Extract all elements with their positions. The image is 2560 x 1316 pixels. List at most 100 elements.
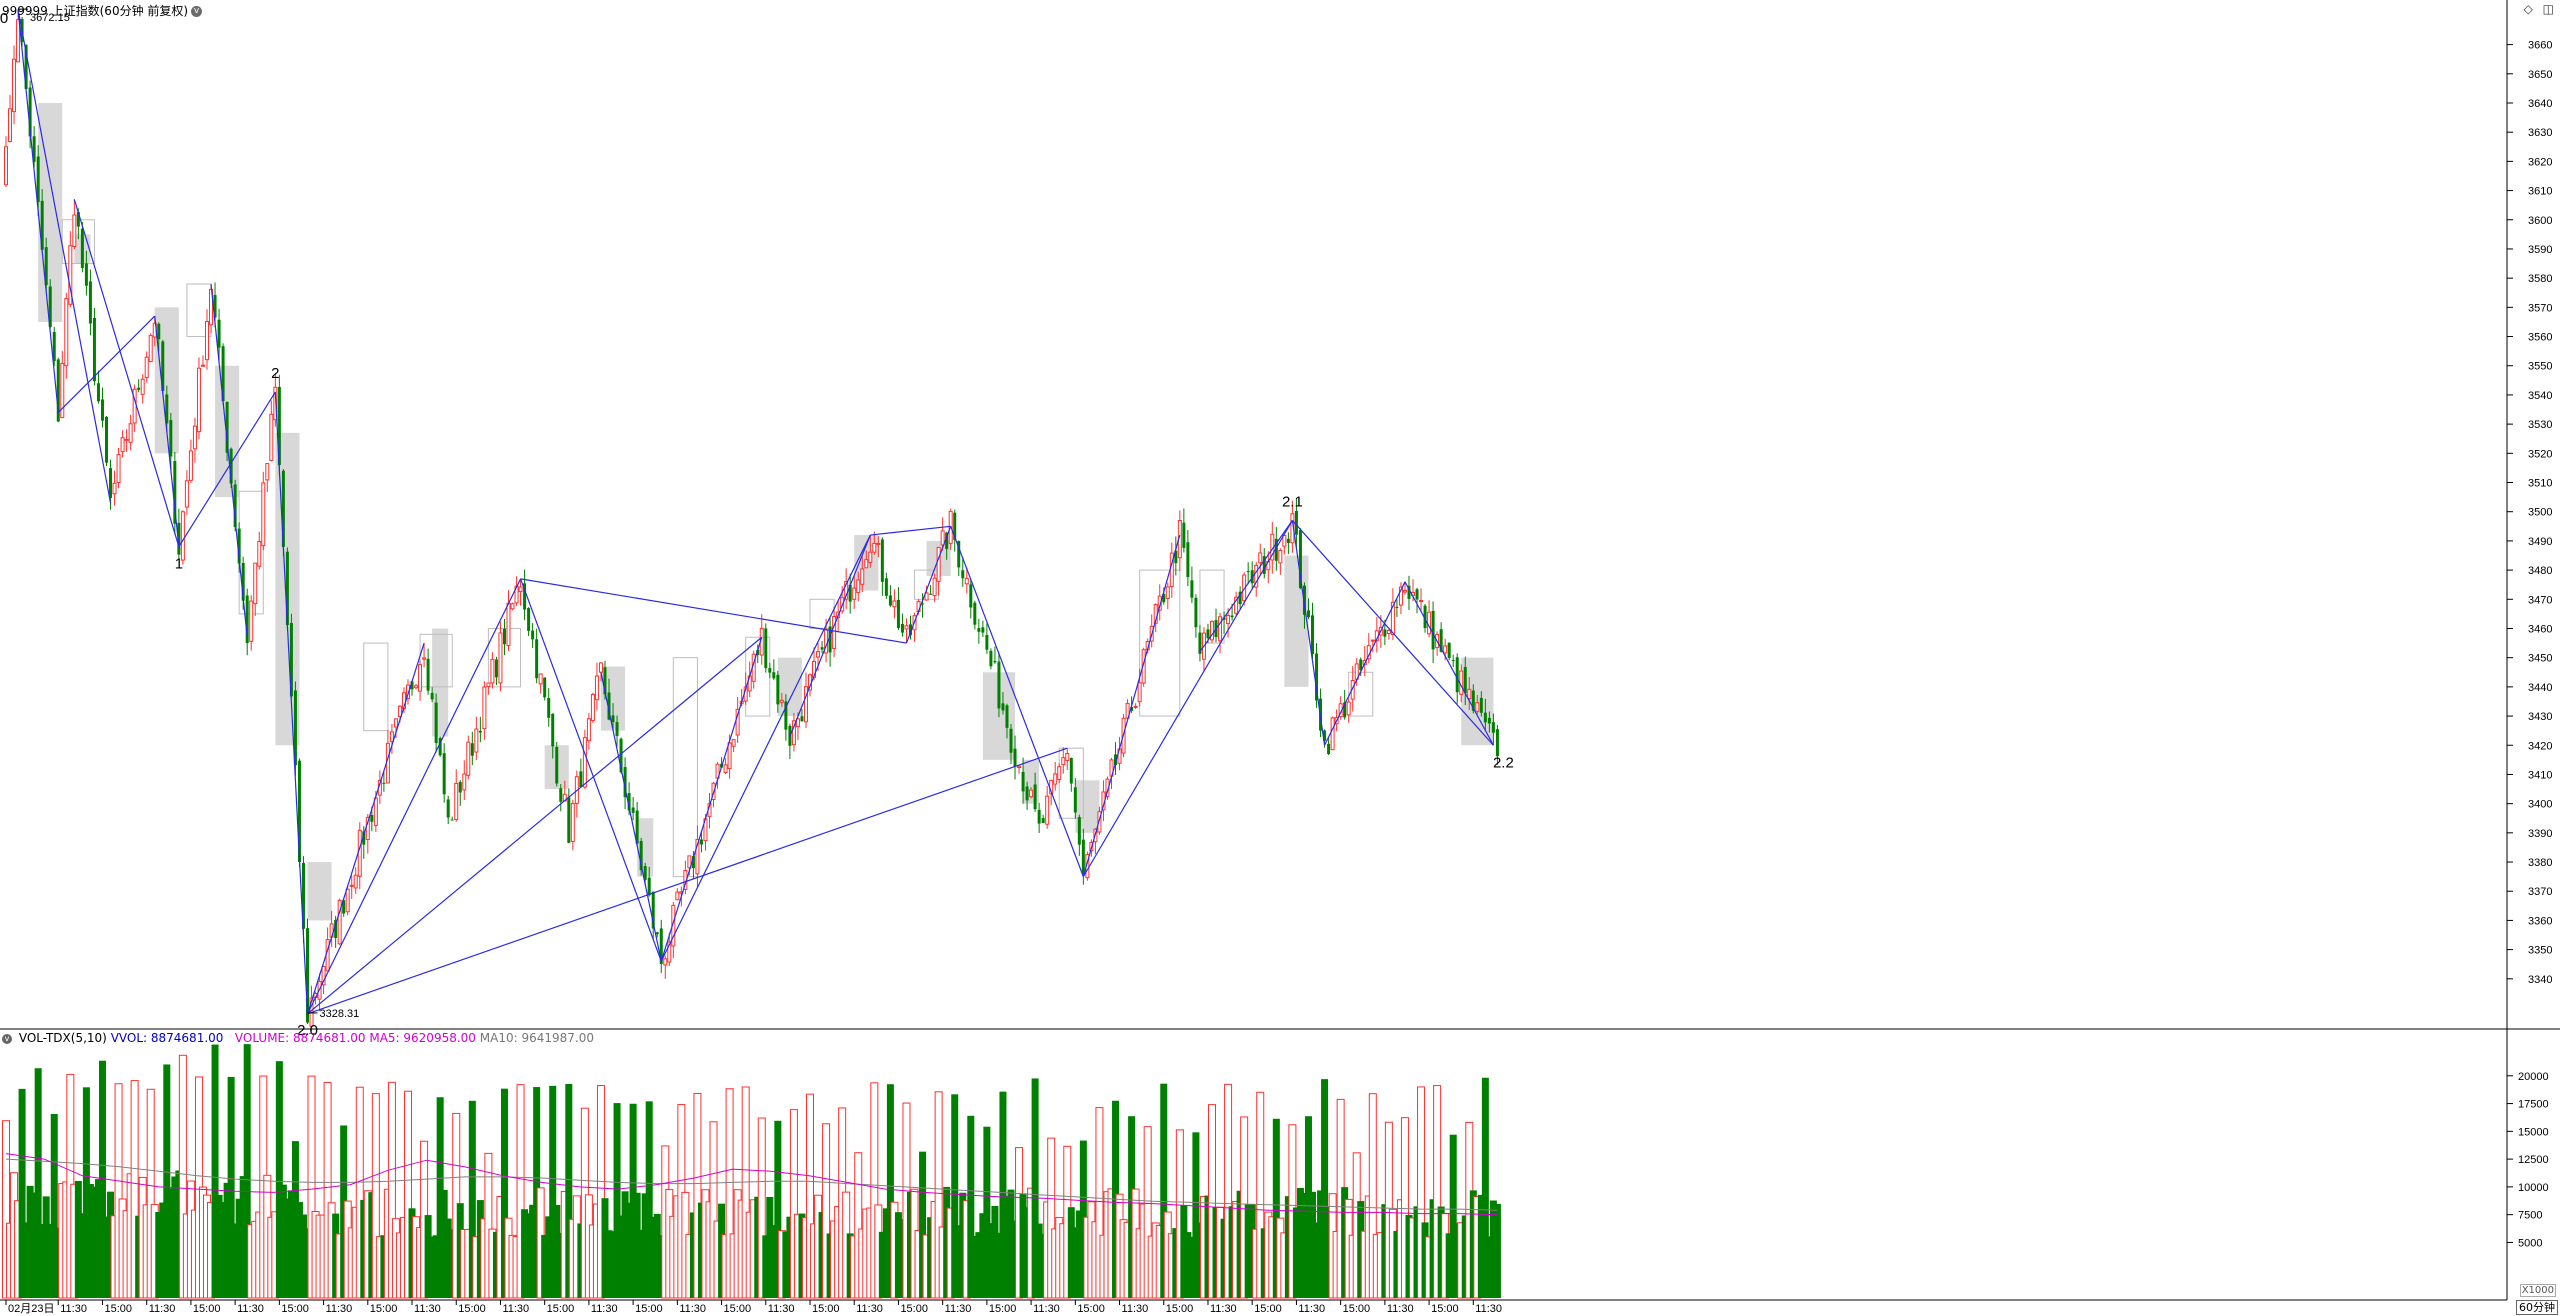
candle [695, 825, 700, 887]
candle-body [321, 966, 326, 986]
candle-body [1218, 616, 1223, 642]
wave-segment [178, 391, 276, 548]
volume-bar [114, 1083, 123, 1299]
indicator-menu-icon[interactable]: v [2, 1033, 12, 1044]
volume-bar [625, 1202, 633, 1298]
volume-bar [1256, 1091, 1265, 1299]
time-tick-label: 11:30 [768, 1303, 795, 1315]
candle-body [1407, 585, 1411, 599]
vol-indicator-name[interactable]: VOL-TDX(5,10) [18, 1031, 107, 1045]
candle-body [1254, 564, 1259, 588]
time-tick-label: 11:30 [1475, 1303, 1502, 1315]
candle-body [56, 359, 60, 422]
candle-body [393, 718, 398, 728]
outline-box [1058, 747, 1084, 819]
period-selector[interactable]: 60分钟 [2516, 1300, 2558, 1315]
candle [1311, 602, 1314, 659]
candle [184, 470, 189, 516]
candle-body [1246, 571, 1250, 573]
time-axis: 02月23日 11:30 15:00 11:30 15:00 11:30 15:00 11:3… [5, 1300, 1502, 1315]
security-title: 999999 上证指数(60分钟 前复权) [2, 4, 189, 18]
candle-body [772, 672, 776, 679]
candle [466, 735, 471, 780]
chevron-down-icon[interactable]: v [191, 6, 203, 17]
candle-body [872, 542, 877, 553]
candle [852, 575, 857, 610]
chart-title[interactable]: 999999 上证指数(60分钟 前复权) v [2, 2, 203, 19]
time-tick-label: 02月23日 [8, 1303, 54, 1315]
volume-bar [1477, 1194, 1485, 1298]
window-icon[interactable]: ◫ [2542, 2, 2554, 16]
ma5-value: MA5: 9620958.00 [369, 1031, 476, 1045]
candle [1402, 581, 1407, 595]
volume-bar [1228, 1206, 1236, 1298]
candle-body [1013, 748, 1017, 767]
volume-bar [641, 1193, 649, 1298]
candle [1390, 588, 1395, 641]
candle-body [1294, 510, 1298, 535]
candle-body [1383, 629, 1387, 637]
candle [1214, 608, 1218, 643]
candle [269, 400, 274, 462]
volume-bar [1128, 1116, 1136, 1298]
volume-bar [1208, 1104, 1216, 1299]
volume-tick-label: 12500 [2518, 1154, 2549, 1166]
candle-body [229, 448, 233, 484]
volume-bar [621, 1191, 629, 1298]
candle-body [458, 781, 462, 793]
candle-body [1029, 789, 1034, 798]
candle-body [989, 650, 993, 667]
candle [872, 531, 877, 555]
candle [844, 568, 849, 610]
time-tick-label: 15:00 [812, 1303, 840, 1315]
candle-body [144, 356, 149, 379]
candle-body [655, 932, 659, 935]
volume-bars [2, 1044, 1501, 1299]
candle [430, 687, 434, 703]
candle [486, 682, 491, 695]
candle [120, 430, 125, 458]
candle-body [639, 840, 643, 871]
shaded-box [777, 657, 802, 717]
candle [180, 510, 185, 565]
candle [868, 535, 873, 568]
candle [1137, 668, 1142, 707]
candle [1447, 642, 1451, 661]
volume-bar [456, 1203, 464, 1298]
price-tick-label: 3480 [2528, 565, 2552, 577]
candle [140, 374, 145, 404]
candle-body [342, 900, 346, 914]
candle [631, 796, 635, 821]
candle [418, 660, 423, 701]
candle-body [1311, 615, 1314, 654]
candle-body [1302, 585, 1306, 615]
candle [1294, 498, 1298, 548]
volume-bar [368, 1192, 376, 1298]
shaded-box [307, 862, 332, 921]
volume-bar [380, 1235, 388, 1298]
candle [779, 692, 784, 707]
volume-bar [323, 1082, 332, 1299]
candle-body [357, 829, 362, 877]
candle-body [454, 782, 459, 821]
volume-bar [404, 1090, 412, 1299]
candle [1186, 530, 1190, 587]
diamond-icon[interactable]: ◇ [2523, 2, 2533, 16]
candle-body [1447, 642, 1451, 658]
candle-body [188, 450, 193, 481]
volume-bar [1007, 1189, 1015, 1298]
candle-body [105, 416, 108, 463]
volume-bar [565, 1083, 573, 1298]
candle [1001, 692, 1005, 715]
candle-body [177, 522, 181, 555]
candle [44, 237, 48, 292]
volume-bar [1469, 1190, 1477, 1298]
candle [832, 606, 837, 658]
volume-bar [762, 1235, 770, 1298]
candle [531, 623, 535, 649]
volume-bar [1421, 1222, 1429, 1298]
volume-bar [1035, 1223, 1043, 1298]
candle-body [184, 480, 189, 508]
candle-body [277, 386, 281, 466]
